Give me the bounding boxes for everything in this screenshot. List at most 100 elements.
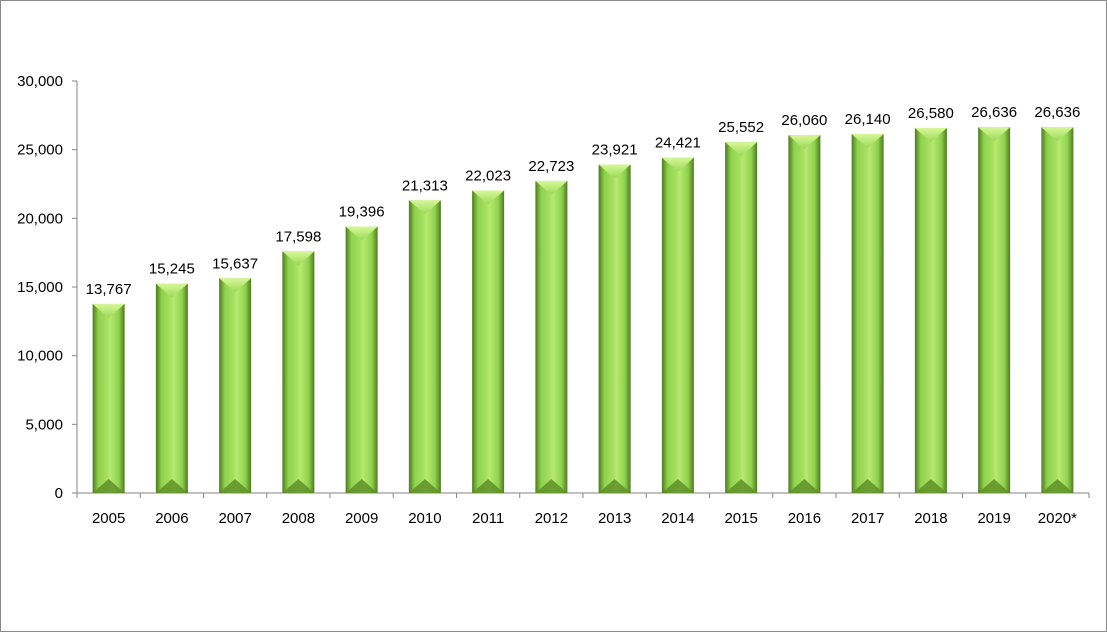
bar-top-bevel [92,303,125,318]
y-tick-label: 25,000 [17,142,63,159]
x-tick-label: 2015 [724,510,757,527]
x-tick-label: 2006 [155,510,188,527]
data-label: 24,421 [655,135,701,152]
bar-body [282,251,315,493]
bar-bottom-bevel [472,479,505,493]
bar-top-bevel [535,180,568,195]
x-tick-label: 2008 [282,510,315,527]
bar-top-bevel [914,127,947,142]
bar-bottom-bevel [598,479,631,493]
x-tick-label: 2014 [661,510,694,527]
data-label: 23,921 [592,141,638,158]
y-tick-label: 30,000 [17,73,63,90]
bar-bottom-bevel [851,479,884,493]
bar-body [598,164,631,494]
x-tick-label: 2019 [977,510,1010,527]
bar-bottom-bevel [661,479,694,493]
x-tick-label: 2011 [472,510,504,527]
bar-bottom-bevel [725,479,758,493]
bar-bottom-bevel [535,479,568,493]
y-tick-label: 5,000 [25,416,63,433]
bar [535,180,568,493]
data-label: 26,060 [781,112,827,129]
bar [282,251,315,493]
bar-bottom-bevel [219,479,252,493]
bar-body [914,127,947,493]
bar [92,303,125,493]
data-labels: 13,767 15,245 15,637 17,598 19,396 21,313 22,0… [86,104,1081,298]
bar-body [851,134,884,493]
data-label: 15,637 [212,255,258,272]
data-label: 26,580 [908,105,954,122]
x-tick-label: 2020* [1038,510,1077,527]
data-label: 17,598 [275,228,321,245]
x-tick-label: 2009 [345,510,378,527]
bar-top-bevel [1041,127,1074,142]
y-tick-label: 10,000 [17,348,63,365]
bar [661,157,694,493]
bar [408,200,441,494]
bar-top-bevel [155,283,188,298]
bar [978,127,1011,493]
bar-body [345,226,378,493]
x-tick-label: 2012 [535,510,568,527]
bar [598,164,631,494]
x-tick-label: 2016 [788,510,821,527]
bar-body [472,190,505,494]
bar [345,226,378,493]
bar [1041,127,1074,493]
bar-top-bevel [978,127,1011,142]
bar [788,135,821,494]
bar-body [155,283,188,493]
bar [725,142,758,493]
data-label: 26,636 [1034,104,1080,121]
bar [155,283,188,493]
bar-bottom-bevel [408,479,441,493]
bar-body [1041,127,1074,493]
x-tick-label: 2010 [408,510,441,527]
bar-top-bevel [408,200,441,215]
data-label: 15,245 [149,261,195,278]
data-label: 25,552 [718,119,764,136]
x-axis: 2005 2006 2007 2008 2009 2010 2011 2012 2013 2014… [76,492,1090,527]
bar-body [725,142,758,493]
data-label: 22,723 [528,158,574,175]
x-tick-label: 2018 [914,510,947,527]
bar-top-bevel [725,142,758,157]
bar-body [92,303,125,493]
bar-top-bevel [472,190,505,205]
x-tick-label: 2007 [218,510,251,527]
bar-body [535,180,568,493]
data-label: 22,023 [465,168,511,185]
bar-body [408,200,441,494]
bar-top-bevel [345,226,378,241]
bar-body [219,278,252,493]
bar-bottom-bevel [1041,479,1074,493]
bar-top-bevel [661,157,694,172]
bar-top-bevel [282,251,315,266]
bar-bottom-bevel [978,479,1011,493]
bar-bottom-bevel [92,479,125,493]
y-tick-label: 20,000 [17,210,63,227]
bar [851,134,884,493]
bar-top-bevel [788,135,821,150]
data-label: 19,396 [339,204,385,221]
bar-bottom-bevel [345,479,378,493]
bar [472,190,505,494]
x-tick-label: 2017 [851,510,884,527]
bar-bottom-bevel [914,479,947,493]
y-axis: 0 5,000 10,000 15,000 20,000 25,000 30,000 [17,73,78,502]
bar-bottom-bevel [282,479,315,493]
bar-top-bevel [598,164,631,179]
y-tick-label: 0 [55,485,63,502]
bar-bottom-bevel [788,479,821,493]
x-tick-label: 2005 [92,510,125,527]
bars [92,127,1074,494]
bar-body [661,157,694,493]
data-label: 26,636 [971,104,1017,121]
bar-top-bevel [851,134,884,149]
data-label: 13,767 [86,281,132,298]
bar-body [788,135,821,494]
bar-top-bevel [219,278,252,293]
